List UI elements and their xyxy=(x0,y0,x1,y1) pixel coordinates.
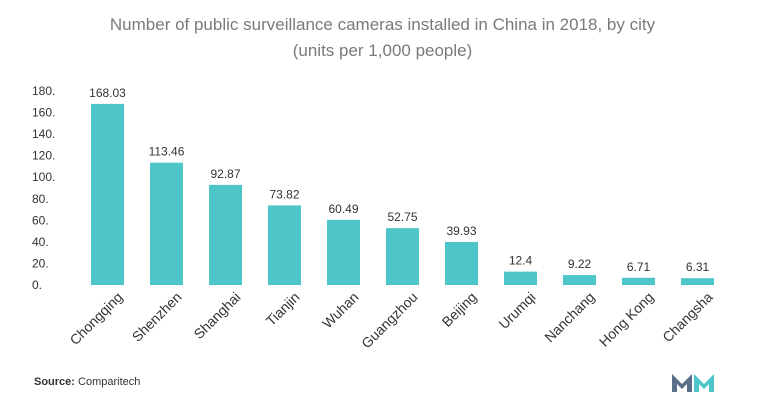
y-tick-label: 180. xyxy=(32,84,55,98)
y-tick-label: 100. xyxy=(32,170,55,184)
y-tick-label: 120. xyxy=(32,149,55,163)
data-label: 6.71 xyxy=(627,260,651,274)
source-note: Source: Comparitech xyxy=(34,376,140,388)
bar-changsha xyxy=(681,278,714,285)
data-label: 73.82 xyxy=(269,187,299,201)
y-tick-label: 80. xyxy=(32,192,49,206)
x-tick-label: Beijing xyxy=(439,289,480,330)
data-label: 92.87 xyxy=(210,167,240,181)
x-tick-label: Changsha xyxy=(659,289,716,346)
x-tick-label: Shanghai xyxy=(190,289,243,342)
bar-hong-kong xyxy=(622,277,655,285)
source-label: Source: xyxy=(34,376,75,388)
y-tick-label: 20. xyxy=(32,256,49,270)
x-tick-label: Hong Kong xyxy=(596,289,657,350)
bar-chongqing xyxy=(91,103,124,285)
data-label: 60.49 xyxy=(328,202,358,216)
source-name: Comparitech xyxy=(78,376,141,388)
y-tick-label: 40. xyxy=(32,235,49,249)
y-tick-label: 0. xyxy=(32,278,42,292)
x-tick-label: Chongqing xyxy=(66,289,125,348)
bar-guangzhou xyxy=(386,228,419,285)
data-label: 9.22 xyxy=(568,257,592,271)
data-label: 113.46 xyxy=(149,145,185,159)
x-tick-label: Wuhan xyxy=(319,289,362,332)
data-label: 12.4 xyxy=(509,254,533,268)
bar-tianjin xyxy=(268,205,301,285)
x-tick-label: Guangzhou xyxy=(358,289,421,352)
y-tick-label: 60. xyxy=(32,213,49,227)
y-tick-label: 160. xyxy=(32,106,55,120)
bar-shanghai xyxy=(209,184,242,285)
data-label: 6.31 xyxy=(686,260,710,274)
chart-title: Number of public surveillance cameras in… xyxy=(109,15,656,34)
bar-beijing xyxy=(445,241,478,285)
data-label: 168.03 xyxy=(89,86,126,100)
data-label: 52.75 xyxy=(387,210,417,224)
bar-nanchang xyxy=(563,275,596,285)
x-tick-label: Urumqi xyxy=(495,289,538,332)
x-tick-label: Nanchang xyxy=(541,289,597,345)
bar-shenzhen xyxy=(150,162,183,285)
x-tick-label: Tianjin xyxy=(263,289,303,329)
y-tick-label: 140. xyxy=(32,127,55,141)
bar-wuhan xyxy=(327,219,360,285)
bar-urumqi xyxy=(504,271,537,285)
x-tick-label: Shenzhen xyxy=(129,289,185,345)
data-label: 39.93 xyxy=(446,224,476,238)
chart-subtitle: (units per 1,000 people) xyxy=(292,41,473,60)
logo-icon xyxy=(672,374,714,392)
